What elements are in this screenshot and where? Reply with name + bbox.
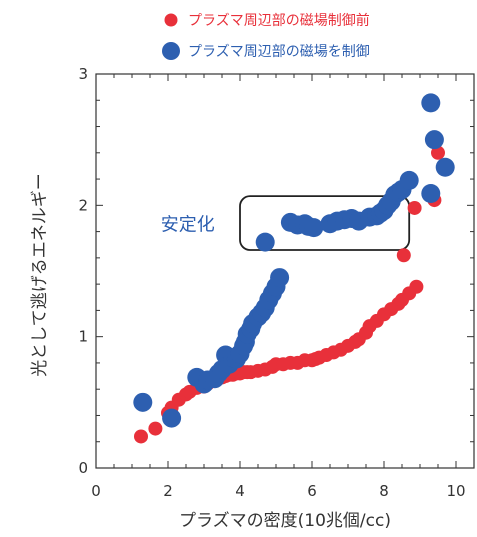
point-controlled [424,130,444,150]
axis-ticks [95,73,475,469]
y-tick-label: 1 [78,328,88,346]
x-tick-label: 10 [446,482,465,500]
x-tick-label: 6 [307,482,317,500]
x-tick-label: 8 [379,482,389,500]
point-before [396,248,411,263]
annotation-layer: 安定化 [161,195,411,251]
y-tick-label: 2 [78,196,88,214]
stabilization-box [239,195,411,251]
point-controlled [399,170,419,190]
y-tick-label: 0 [78,459,88,477]
plot-frame [95,73,475,469]
point-controlled [435,157,455,177]
point-controlled [162,408,182,428]
point-controlled [133,392,153,412]
series-controlled-points [133,93,455,428]
point-before [409,279,424,294]
legend-marker-controlled [162,42,180,60]
x-tick-label: 2 [163,482,173,500]
point-before [134,429,148,444]
stabilization-label: 安定化 [161,215,215,236]
x-tick-label: 0 [91,482,101,500]
x-tick-label: 4 [235,482,245,500]
legend-label-controlled: プラズマ周辺部の磁場を制御 [188,44,370,60]
y-tick-label: 3 [78,65,88,83]
point-before [148,421,163,436]
y-axis-title: 光として逃げるエネルギー [30,173,50,377]
point-controlled [421,93,441,113]
point-controlled [255,232,275,252]
point-controlled [270,268,290,288]
legend-marker-before [164,13,178,27]
legend-label-before: プラズマ周辺部の磁場制御前 [188,12,370,29]
point-before [407,200,422,215]
legend: プラズマ周辺部の磁場制御前 プラズマ周辺部の磁場を制御 [162,12,370,60]
point-controlled [304,218,324,238]
axis-tick-labels: 0 2 4 6 8 10 0 1 2 3 [78,65,465,500]
x-axis-title: プラズマの密度(10兆個/cc) [179,511,391,531]
point-before [431,145,445,160]
point-controlled [421,184,441,204]
